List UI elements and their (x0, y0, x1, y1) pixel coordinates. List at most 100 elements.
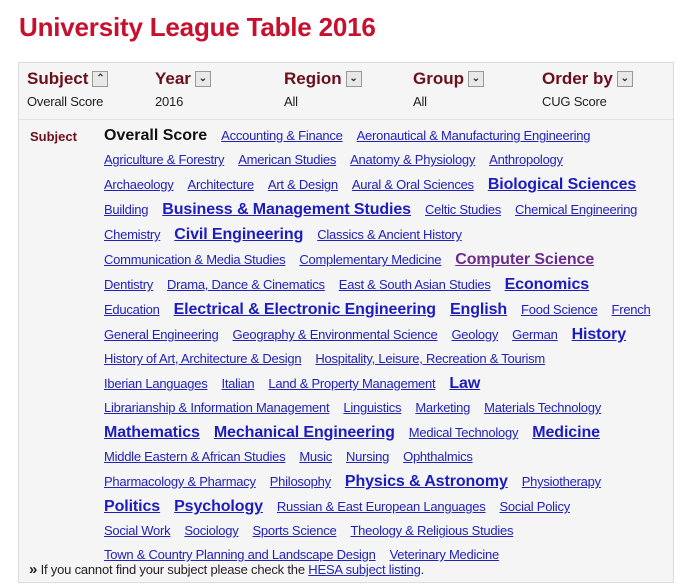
subject-link[interactable]: Archaeology (104, 177, 174, 192)
subject-row: Politics Psychology Russian & East Europea… (104, 498, 665, 523)
subject-link[interactable]: Theology & Religious Studies (350, 523, 514, 538)
subject-row: Librarianship & Information Management Li… (104, 400, 665, 424)
subject-link[interactable]: Music (299, 449, 333, 464)
subject-row: History of Art, Architecture & Design Hos… (104, 351, 665, 375)
filter-value: All (413, 94, 427, 109)
filter-year[interactable]: Year ⌄ 2016 (155, 69, 211, 109)
subject-link[interactable]: Chemical Engineering (514, 202, 638, 217)
subject-link[interactable]: Medicine (532, 424, 600, 441)
subject-link[interactable]: East & South Asian Studies (338, 277, 491, 292)
subject-link[interactable]: Land & Property Management (268, 376, 436, 391)
subject-link[interactable]: Middle Eastern & African Studies (104, 449, 286, 464)
subject-link[interactable]: General Engineering (104, 327, 219, 342)
subject-link[interactable]: Geography & Environmental Science (232, 327, 438, 342)
subject-link[interactable]: Nursing (346, 449, 390, 464)
chevron-down-icon[interactable]: ⌄ (194, 71, 211, 87)
subject-link[interactable]: Librarianship & Information Management (104, 400, 330, 415)
filter-region[interactable]: Region ⌄ All (284, 69, 362, 109)
subject-link[interactable]: Agriculture & Forestry (104, 152, 225, 167)
subject-link[interactable]: Iberian Languages (104, 376, 208, 391)
subject-row: Iberian Languages Italian Land & Property … (104, 375, 665, 400)
subject-link[interactable]: Computer Science (455, 251, 595, 268)
filter-label: Subject (27, 69, 89, 88)
subject-link[interactable]: Building (104, 202, 149, 217)
chevron-down-icon[interactable]: ⌄ (345, 71, 362, 87)
subject-link[interactable]: Town & Country Planning and Landscape De… (104, 547, 376, 562)
filter-order-by[interactable]: Order by ⌄ CUG Score (542, 69, 633, 109)
filter-group[interactable]: Group ⌄ All (413, 69, 484, 109)
subject-link[interactable]: Pharmacology & Pharmacy (104, 474, 256, 489)
subject-link[interactable]: Civil Engineering (174, 226, 304, 243)
chevron-up-icon[interactable]: ⌃ (92, 71, 109, 87)
subject-link[interactable]: Geology (451, 327, 499, 342)
filter-label: Year (155, 69, 191, 88)
chevron-down-icon[interactable]: ⌄ (468, 71, 484, 87)
subject-link[interactable]: Ophthalmics (403, 449, 473, 464)
subject-row: Building Business & Management Studies Cel… (104, 201, 665, 226)
subject-link[interactable]: American Studies (238, 152, 337, 167)
subject-link[interactable]: Anthropology (489, 152, 563, 167)
chevron-down-icon[interactable]: ⌄ (616, 71, 633, 87)
subject-link[interactable]: Philosophy (269, 474, 331, 489)
subject-link[interactable]: Psychology (174, 498, 263, 515)
subject-link[interactable]: Aeronautical & Manufacturing Engineering (356, 128, 591, 143)
subject-link[interactable]: Social Policy (499, 499, 571, 514)
subject-link[interactable]: Architecture (187, 177, 255, 192)
filter-value: 2016 (155, 94, 184, 109)
subject-link[interactable]: Communication & Media Studies (104, 252, 286, 267)
subject-link[interactable]: English (449, 301, 508, 318)
subject-link[interactable]: Drama, Dance & Cinematics (167, 277, 325, 292)
subject-link[interactable]: Marketing (415, 400, 471, 415)
subject-link[interactable]: Social Work (104, 523, 171, 538)
subject-link[interactable]: Complementary Medicine (299, 252, 442, 267)
subject-link[interactable]: Celtic Studies (424, 202, 501, 217)
subject-link[interactable]: French (611, 302, 651, 317)
filter-subject[interactable]: Subject ⌃ Overall Score (27, 69, 109, 109)
subject-link[interactable]: Aural & Oral Sciences (351, 177, 474, 192)
subject-link[interactable]: Economics (504, 276, 590, 293)
filter-bar: Subject ⌃ Overall Score Year ⌄ 2016 Region… (19, 63, 673, 120)
note-text: If you cannot find your subject please c… (37, 562, 309, 577)
subject-link[interactable]: Medical Technology (408, 425, 519, 440)
subject-link[interactable]: Sports Science (252, 523, 337, 538)
subject-link[interactable]: Mathematics (104, 424, 200, 441)
subject-link[interactable]: Dentistry (104, 277, 154, 292)
subject-link[interactable]: Physics & Astronomy (344, 473, 508, 490)
subject-link[interactable]: Sociology (184, 523, 239, 538)
subject-link[interactable]: Italian (221, 376, 255, 391)
subject-link[interactable]: History of Art, Architecture & Design (104, 351, 302, 366)
subject-link[interactable]: Education (104, 302, 160, 317)
subject-link[interactable]: Veterinary Medicine (389, 547, 500, 562)
subject-link[interactable]: Mechanical Engineering (213, 424, 395, 441)
subject-link[interactable]: Law (449, 375, 481, 392)
subject-link[interactable]: Accounting & Finance (221, 128, 343, 143)
subject-link[interactable]: Hospitality, Leisure, Recreation & Touri… (315, 351, 546, 366)
subject-link[interactable]: Business & Management Studies (162, 201, 411, 218)
filter-label: Region (284, 69, 342, 88)
subject-row: Social Work Sociology Sports Science Theolo… (104, 523, 665, 547)
subject-link[interactable]: Physiotherapy (521, 474, 601, 489)
subject-link[interactable]: History (571, 326, 627, 343)
subject-link[interactable]: Anatomy & Physiology (350, 152, 476, 167)
subject-link[interactable]: Electrical & Electronic Engineering (173, 301, 436, 318)
subject-link[interactable]: Politics (104, 498, 161, 515)
subject-link[interactable]: Art & Design (267, 177, 338, 192)
subject-row: Overall Score Accounting & Finance Aeronau… (104, 127, 665, 152)
subject-link[interactable]: Food Science (521, 302, 598, 317)
subject-link[interactable]: Classics & Ancient History (317, 227, 462, 242)
subject-link[interactable]: Materials Technology (484, 400, 602, 415)
subject-list-label: Subject (30, 129, 77, 144)
filter-value: CUG Score (542, 94, 607, 109)
subject-link[interactable]: Biological Sciences (487, 176, 637, 193)
subject-link[interactable]: Chemistry (104, 227, 161, 242)
subject-row: Communication & Media Studies Complementa… (104, 251, 665, 276)
subject-row: Mathematics Mechanical Engineering Medical… (104, 424, 665, 449)
subject-row: General Engineering Geography & Environme… (104, 326, 665, 351)
subject-link[interactable]: Linguistics (343, 400, 402, 415)
subject-row: Dentistry Drama, Dance & Cinematics East &… (104, 276, 665, 301)
current-subject: Overall Score (104, 127, 208, 144)
subject-link[interactable]: German (512, 327, 558, 342)
league-table-filter-panel: Subject ⌃ Overall Score Year ⌄ 2016 Region… (18, 62, 674, 583)
hesa-subject-listing-link[interactable]: HESA subject listing (308, 562, 421, 577)
subject-link[interactable]: Russian & East European Languages (276, 499, 486, 514)
